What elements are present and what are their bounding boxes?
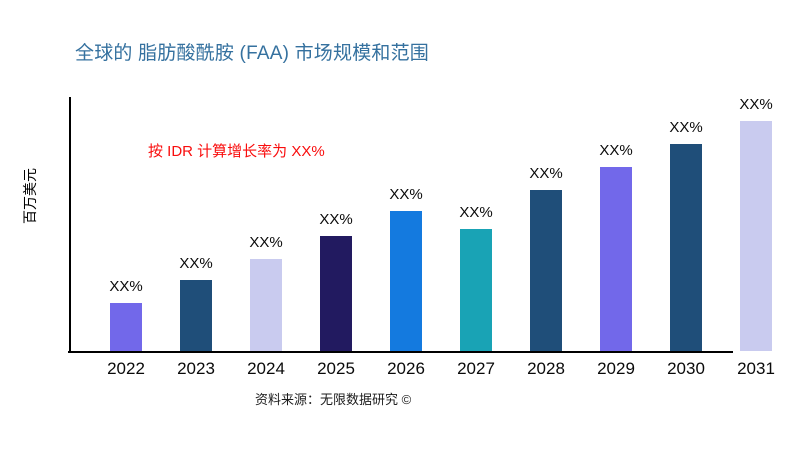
x-axis-label-2031: 2031 [737, 359, 775, 378]
source-attribution: 资料来源：无限数据研究 © [255, 392, 412, 407]
bar-2028 [530, 190, 562, 351]
bar-2026 [390, 211, 422, 351]
growth-rate-annotation: 按 IDR 计算增长率为 XX% [148, 143, 325, 160]
chart-title: 全球的 脂肪酸酰胺 (FAA) 市场规模和范围 [75, 43, 429, 64]
x-axis-label-2030: 2030 [667, 359, 705, 378]
bar-value-label: XX% [529, 165, 563, 182]
bar-value-label: XX% [109, 278, 143, 295]
bar-value-label: XX% [179, 255, 213, 272]
x-axis-label-2022: 2022 [107, 359, 145, 378]
x-axis-label-2026: 2026 [387, 359, 425, 378]
x-axis-label-2028: 2028 [527, 359, 565, 378]
x-axis-label-2024: 2024 [247, 359, 285, 378]
bar-value-label: XX% [459, 204, 493, 221]
bar-value-label: XX% [389, 186, 423, 203]
x-axis-label-2023: 2023 [177, 359, 215, 378]
bar-value-label: XX% [669, 119, 703, 136]
bar-2031 [740, 121, 772, 351]
bar-value-label: XX% [319, 211, 353, 228]
bar-2024 [250, 259, 282, 351]
bar-value-label: XX% [599, 142, 633, 159]
bar-2023 [180, 280, 212, 351]
bar-value-label: XX% [249, 234, 283, 251]
x-axis-label-2029: 2029 [597, 359, 635, 378]
y-axis-line [69, 97, 71, 353]
bar-2022 [110, 303, 142, 351]
bar-2030 [670, 144, 702, 351]
bar-2025 [320, 236, 352, 351]
bar-2029 [600, 167, 632, 351]
bar-2027 [460, 229, 492, 351]
bar-value-label: XX% [739, 96, 773, 113]
x-axis-line [68, 351, 733, 353]
x-axis-label-2027: 2027 [457, 359, 495, 378]
x-axis-label-2025: 2025 [317, 359, 355, 378]
